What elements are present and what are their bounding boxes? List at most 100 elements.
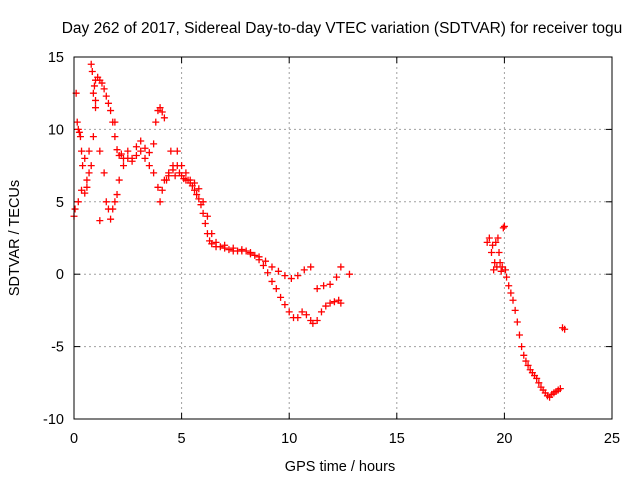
data-point [515,331,523,339]
data-point [145,149,153,157]
data-point [501,266,509,274]
data-point [507,289,515,297]
data-point [485,234,493,242]
data-point [169,162,177,170]
y-tick-labels: -10 -5 0 5 10 15 [43,50,64,428]
data-point [100,85,108,93]
data-point [75,128,83,136]
data-point [199,198,207,206]
data-point [313,317,321,325]
data-point [259,262,267,270]
data-point [535,379,543,387]
data-point [268,277,276,285]
y-axis-label: SDTVAR / TECUs [7,180,23,296]
data-point [199,209,207,217]
data-point [195,195,203,203]
data-point [88,67,96,75]
x-tick-label: 5 [178,431,186,447]
data-point [487,248,495,256]
data-point [264,269,272,277]
data-point [268,263,276,271]
data-point [96,217,104,225]
data-point [337,299,345,307]
data-point [300,266,308,274]
data-point [165,172,173,180]
data-point [81,189,89,197]
data-point [285,308,293,316]
data-point [212,238,220,246]
data-point [483,238,491,246]
data-point [262,257,270,265]
data-point [520,351,528,359]
data-point [78,147,86,155]
y-tick-label: 0 [56,267,64,283]
data-point [317,308,325,316]
y-tick-label: -5 [51,340,64,356]
data-point [76,133,84,141]
data-point [499,224,507,232]
data-point [113,146,121,154]
data-point [287,275,295,283]
data-point [74,198,82,206]
data-point [87,162,95,170]
data-point [216,243,224,251]
data-point [158,186,166,194]
data-point [83,183,91,191]
data-point [150,169,158,177]
grid-lines [74,57,612,419]
data-point [281,272,289,280]
data-point [345,270,353,278]
data-point [337,263,345,271]
data-point [186,176,194,184]
data-point [137,137,145,145]
data-point [313,285,321,293]
data-point [178,162,186,170]
data-point [150,140,158,148]
data-point [85,147,93,155]
data-points [70,60,569,401]
data-point [320,282,328,290]
data-point [255,253,263,261]
data-point [497,267,505,275]
data-point [79,162,87,170]
data-point [89,133,97,141]
data-point [505,282,513,290]
data-point [158,108,166,116]
data-point [524,361,532,369]
data-point [494,234,502,242]
data-point [533,374,541,382]
data-point [173,147,181,155]
data-point [302,311,310,319]
data-point [518,343,526,351]
data-point [160,176,168,184]
x-tick-label: 10 [281,431,297,447]
data-point [73,118,81,126]
data-point [330,298,338,306]
data-point [229,244,237,252]
data-point [98,79,106,87]
data-point [193,191,201,199]
data-point [326,299,334,307]
data-point [221,241,229,249]
data-point [89,89,97,97]
data-point [500,222,508,230]
data-point [281,301,289,309]
data-point [81,154,89,162]
chart-title: Day 262 of 2017, Sidereal Day-to-day VTE… [62,20,623,37]
data-point [191,186,199,194]
data-point [322,302,330,310]
x-tick-label: 0 [70,431,78,447]
data-point [132,151,140,159]
data-point [298,308,306,316]
data-point [92,104,100,112]
data-point [102,92,110,100]
data-point [203,212,211,220]
axis-ticks [73,56,613,420]
data-point [156,198,164,206]
data-point [87,60,95,68]
data-point [251,251,259,259]
data-point [561,325,569,333]
data-point [85,169,93,177]
y-tick-label: 10 [48,122,64,138]
